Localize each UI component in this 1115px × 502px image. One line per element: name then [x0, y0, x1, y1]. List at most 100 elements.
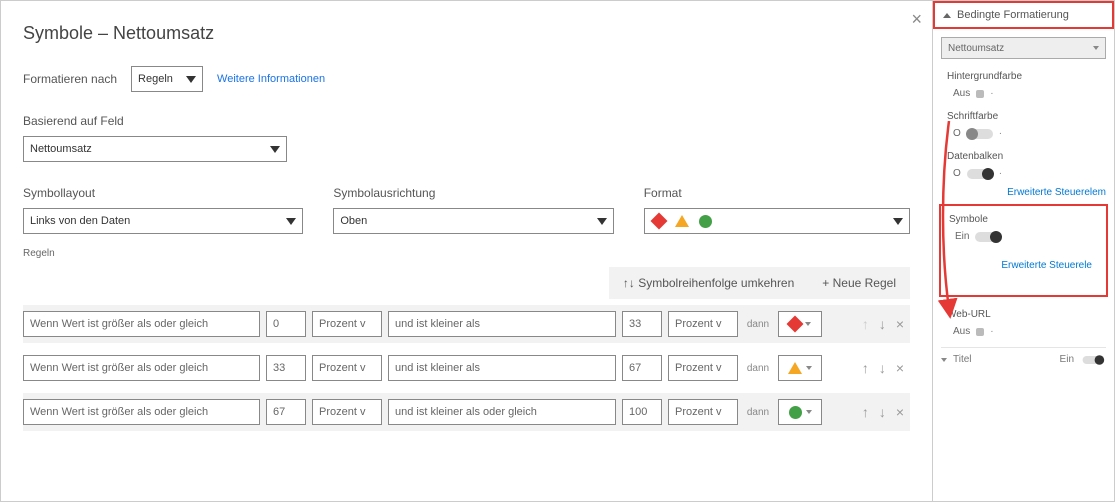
- symbole-title: Symbole: [949, 214, 1100, 225]
- titel-label: Titel: [953, 354, 1054, 365]
- symbole-toggle[interactable]: [975, 232, 1001, 242]
- symbols-dialog: × Symbole – Nettoumsatz Formatieren nach…: [0, 0, 933, 502]
- option-state-label: O: [953, 128, 961, 139]
- weburl-title: Web-URL: [947, 309, 1114, 320]
- titel-state: Ein: [1060, 354, 1074, 365]
- layout-select[interactable]: Links von den Daten: [23, 208, 303, 234]
- rule-symbol-select[interactable]: [778, 399, 822, 425]
- panel-field-select[interactable]: Nettoumsatz: [941, 37, 1106, 59]
- option-state-label: O: [953, 168, 961, 179]
- rule-min-unit-select[interactable]: Prozent v: [312, 399, 382, 425]
- chevron-down-icon: [941, 358, 947, 362]
- chevron-down-icon: [270, 146, 280, 153]
- rule-max-input[interactable]: 33: [622, 311, 662, 337]
- delete-icon[interactable]: ×: [896, 404, 904, 420]
- chevron-down-icon: [806, 410, 812, 414]
- advanced-link[interactable]: Erweiterte Steuerelem: [933, 187, 1114, 198]
- rule-symbol-select[interactable]: [778, 311, 822, 337]
- ausrichtung-label: Symbolausrichtung: [333, 186, 613, 200]
- rule-max-input[interactable]: 67: [622, 355, 662, 381]
- rule-min-input[interactable]: 67: [266, 399, 306, 425]
- titel-toggle[interactable]: [1083, 356, 1104, 364]
- ausrichtung-value: Oben: [340, 215, 367, 227]
- diamond-icon: [650, 213, 667, 230]
- panel-option: Schriftfarbe O ·: [933, 111, 1114, 139]
- panel-field-value: Nettoumsatz: [948, 43, 1004, 54]
- option-toggle[interactable]: [967, 169, 993, 179]
- rule-min-input[interactable]: 0: [266, 311, 306, 337]
- rule-condition-select[interactable]: Wenn Wert ist größer als oder gleich: [23, 399, 260, 425]
- more-info-link[interactable]: Weitere Informationen: [217, 73, 325, 85]
- reverse-order-button[interactable]: ↑↓ Symbolreihenfolge umkehren: [609, 267, 808, 299]
- chevron-up-icon: [943, 13, 951, 18]
- option-title: Schriftfarbe: [947, 111, 1114, 122]
- rule-max-unit-select[interactable]: Prozent v: [668, 311, 738, 337]
- option-title: Hintergrundfarbe: [947, 71, 1114, 82]
- circle-icon: [789, 406, 802, 419]
- chevron-down-icon: [893, 218, 903, 225]
- symbole-highlight-box: Symbole Ein Erweiterte Steuerele: [939, 204, 1108, 297]
- new-rule-button[interactable]: + Neue Regel: [808, 267, 910, 299]
- ausrichtung-select[interactable]: Oben: [333, 208, 613, 234]
- rule-min-unit-select[interactable]: Prozent v: [312, 311, 382, 337]
- symbole-state-label: Ein: [955, 231, 969, 242]
- rule-and-select[interactable]: und ist kleiner als: [388, 355, 616, 381]
- rule-min-unit-select[interactable]: Prozent v: [312, 355, 382, 381]
- move-up-icon[interactable]: ↑: [862, 360, 869, 376]
- rule-max-input[interactable]: 100: [622, 399, 662, 425]
- symbole-advanced-link[interactable]: Erweiterte Steuerele: [949, 260, 1100, 271]
- move-down-icon[interactable]: ↓: [879, 316, 886, 332]
- option-state-label: Aus: [953, 88, 970, 99]
- chevron-down-icon: [286, 218, 296, 225]
- chevron-down-icon: [805, 322, 811, 326]
- basierend-value: Nettoumsatz: [30, 143, 92, 155]
- state-pill: [976, 90, 984, 98]
- dann-label: dann: [744, 363, 772, 374]
- rule-symbol-select[interactable]: [778, 355, 822, 381]
- chevron-down-icon: [186, 76, 196, 83]
- rule-row: Wenn Wert ist größer als oder gleich 33 …: [23, 349, 910, 387]
- delete-icon[interactable]: ×: [896, 316, 904, 332]
- format-select[interactable]: [644, 208, 910, 234]
- dialog-title: Symbole – Nettoumsatz: [23, 23, 910, 44]
- dann-label: dann: [744, 319, 772, 330]
- weburl-state-label: Aus: [953, 326, 970, 337]
- panel-option: Datenbalken O ·: [933, 151, 1114, 179]
- rule-row: Wenn Wert ist größer als oder gleich 0 P…: [23, 305, 910, 343]
- rule-condition-select[interactable]: Wenn Wert ist größer als oder gleich: [23, 311, 260, 337]
- move-up-icon[interactable]: ↑: [862, 316, 869, 332]
- rule-and-select[interactable]: und ist kleiner als oder gleich: [388, 399, 616, 425]
- basierend-select[interactable]: Nettoumsatz: [23, 136, 287, 162]
- formatieren-select[interactable]: Regeln: [131, 66, 203, 92]
- rule-max-unit-select[interactable]: Prozent v: [668, 399, 738, 425]
- move-up-icon[interactable]: ↑: [862, 404, 869, 420]
- triangle-icon: [675, 215, 689, 227]
- panel-option: Hintergrundfarbe Aus ·: [933, 71, 1114, 99]
- chevron-down-icon: [597, 218, 607, 225]
- rule-and-select[interactable]: und ist kleiner als: [388, 311, 616, 337]
- weburl-block: Web-URL Aus ·: [933, 309, 1114, 337]
- chevron-down-icon: [1093, 46, 1099, 50]
- format-label: Format: [644, 186, 910, 200]
- titel-row[interactable]: Titel Ein: [933, 348, 1114, 365]
- close-icon[interactable]: ×: [911, 9, 922, 30]
- basierend-label: Basierend auf Feld: [23, 114, 910, 128]
- option-title: Datenbalken: [947, 151, 1114, 162]
- option-toggle[interactable]: [967, 129, 993, 139]
- layout-label: Symbollayout: [23, 186, 303, 200]
- move-down-icon[interactable]: ↓: [879, 404, 886, 420]
- rule-condition-select[interactable]: Wenn Wert ist größer als oder gleich: [23, 355, 260, 381]
- diamond-icon: [787, 316, 804, 333]
- chevron-down-icon: [806, 366, 812, 370]
- triangle-icon: [788, 362, 802, 374]
- rule-row: Wenn Wert ist größer als oder gleich 67 …: [23, 393, 910, 431]
- formatieren-value: Regeln: [138, 73, 173, 85]
- panel-header[interactable]: Bedingte Formatierung: [933, 1, 1114, 29]
- formatieren-label: Formatieren nach: [23, 72, 117, 86]
- dann-label: dann: [744, 407, 772, 418]
- rule-min-input[interactable]: 33: [266, 355, 306, 381]
- rule-max-unit-select[interactable]: Prozent v: [668, 355, 738, 381]
- delete-icon[interactable]: ×: [896, 360, 904, 376]
- move-down-icon[interactable]: ↓: [879, 360, 886, 376]
- regeln-label: Regeln: [23, 248, 910, 259]
